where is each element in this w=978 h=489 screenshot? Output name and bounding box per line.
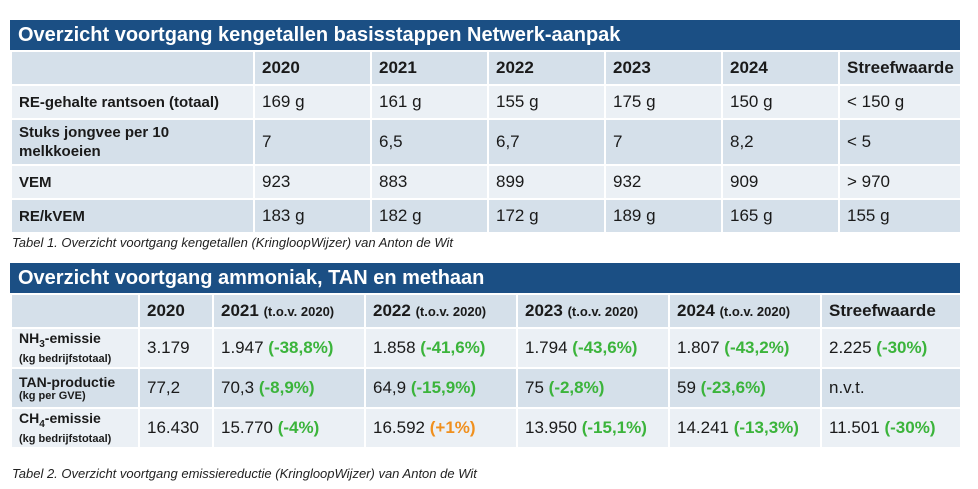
table-cell: 189 g [604,198,723,234]
table-cell: 8,2 [721,118,840,166]
table2-header-2020: 2020 [138,293,214,329]
table-cell: 883 [370,164,489,200]
table2-header-streefwaarde: Streefwaarde [820,293,962,329]
table-cell: 7 [253,118,372,166]
row-unit: (kg per GVE) [19,389,86,402]
table-cell: 15.770 (-4%) [212,407,366,449]
header-year: 2024 [677,301,715,320]
header-year: 2021 [221,301,259,320]
table-cell: 923 [253,164,372,200]
table-cell: 77,2 [138,367,214,409]
table1-header-2020: 2020 [253,50,372,86]
table-cell: 172 g [487,198,606,234]
table1-header-2024: 2024 [721,50,840,86]
table1-caption: Tabel 1. Overzicht voortgang kengetallen… [12,235,454,250]
header-note: (t.o.v. 2020) [415,304,487,319]
row-label: VEM [10,164,255,200]
table2-header-2021: 2021 (t.o.v. 2020) [212,293,366,329]
table-cell: 150 g [721,84,840,120]
table-cell: 16.430 [138,407,214,449]
table2-header-2023: 2023 (t.o.v. 2020) [516,293,670,329]
table2-caption: Tabel 2. Overzicht voortgang emissieredu… [12,466,477,481]
table-cell: 2.225 (-30%) [820,327,962,369]
table1-header-streefwaarde: Streefwaarde [838,50,962,86]
table-cell: 64,9 (-15,9%) [364,367,518,409]
table-cell: 183 g [253,198,372,234]
table-row: RE-gehalte rantsoen (totaal) 169 g 161 g… [10,84,962,120]
table-cell: 75 (-2,8%) [516,367,670,409]
table-cell: 909 [721,164,840,200]
table2-header-2024: 2024 (t.o.v. 2020) [668,293,822,329]
header-note: (t.o.v. 2020) [567,304,639,319]
table1-header-2023: 2023 [604,50,723,86]
table-cell: 6,7 [487,118,606,166]
row-label: RE/kVEM [10,198,255,234]
table-cell: 1.807 (-43,2%) [668,327,822,369]
table1-header-2021: 2021 [370,50,489,86]
table-row: VEM 923 883 899 932 909 > 970 [10,164,962,200]
header-note: (t.o.v. 2020) [719,304,791,319]
row-label: Stuks jongvee per 10 melkkoeien [10,118,255,166]
table2-header-2022: 2022 (t.o.v. 2020) [364,293,518,329]
table2: 2020 2021 (t.o.v. 2020) 2022 (t.o.v. 202… [10,293,962,449]
header-year: 2020 [147,301,185,320]
table-cell: n.v.t. [820,367,962,409]
table1-header-row: 2020 2021 2022 2023 2024 Streefwaarde [10,50,962,86]
table-row: CH4-emissie (kg bedrijfstotaal) 16.430 1… [10,407,962,449]
row-label: TAN-productie (kg per GVE) [10,367,140,409]
table1: 2020 2021 2022 2023 2024 Streefwaarde RE… [10,50,962,234]
table-cell: 932 [604,164,723,200]
table-cell: 6,5 [370,118,489,166]
table-cell: < 150 g [838,84,962,120]
table-cell: 14.241 (-13,3%) [668,407,822,449]
table-cell: > 970 [838,164,962,200]
table-cell: 1.858 (-41,6%) [364,327,518,369]
header-year: 2023 [525,301,563,320]
row-unit: (kg bedrijfstotaal) [19,432,112,445]
table-cell: 13.950 (-15,1%) [516,407,670,449]
table-cell: 11.501 (-30%) [820,407,962,449]
table-cell: 3.179 [138,327,214,369]
table-cell: 155 g [487,84,606,120]
table-cell: 169 g [253,84,372,120]
table-row: Stuks jongvee per 10 melkkoeien 7 6,5 6,… [10,118,962,166]
table-cell: 175 g [604,84,723,120]
table-cell: 165 g [721,198,840,234]
table-cell: 161 g [370,84,489,120]
table2-title: Overzicht voortgang ammoniak, TAN en met… [10,263,960,293]
table-cell: 1.947 (-38,8%) [212,327,366,369]
table2-header-row: 2020 2021 (t.o.v. 2020) 2022 (t.o.v. 202… [10,293,962,329]
table-cell: 7 [604,118,723,166]
table-row: NH3-emissie (kg bedrijfstotaal) 3.179 1.… [10,327,962,369]
table-cell: 59 (-23,6%) [668,367,822,409]
table1-header-empty [10,50,255,86]
table1-title: Overzicht voortgang kengetallen basissta… [10,20,960,50]
header-year: Streefwaarde [829,301,936,320]
header-year: 2022 [373,301,411,320]
row-label: CH4-emissie (kg bedrijfstotaal) [10,407,140,449]
table1-header-2022: 2022 [487,50,606,86]
table-cell: 16.592 (+1%) [364,407,518,449]
table-cell: 182 g [370,198,489,234]
table-cell: 899 [487,164,606,200]
table-cell: 70,3 (-8,9%) [212,367,366,409]
table2-header-empty [10,293,140,329]
table-row: TAN-productie (kg per GVE) 77,2 70,3 (-8… [10,367,962,409]
header-note: (t.o.v. 2020) [263,304,335,319]
table-cell: 155 g [838,198,962,234]
row-label: RE-gehalte rantsoen (totaal) [10,84,255,120]
table-cell: 1.794 (-43,6%) [516,327,670,369]
row-unit: (kg bedrijfstotaal) [19,352,112,365]
row-label: NH3-emissie (kg bedrijfstotaal) [10,327,140,369]
table-cell: < 5 [838,118,962,166]
table-row: RE/kVEM 183 g 182 g 172 g 189 g 165 g 15… [10,198,962,234]
